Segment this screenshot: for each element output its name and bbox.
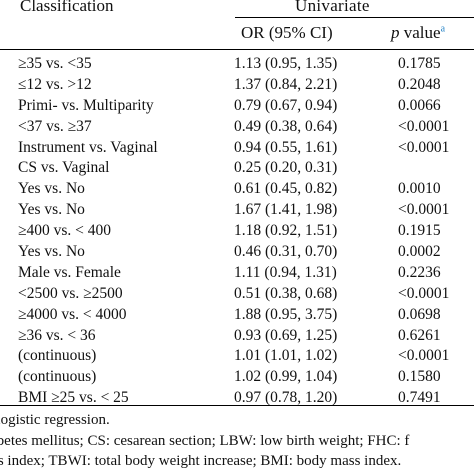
table-row: (continuous) 1.02 (0.99, 1.04) 0.1580 — [0, 365, 474, 386]
p-value-cell: <0.0001 — [398, 138, 450, 156]
table-row: Yes vs. No 0.61 (0.45, 0.82) 0.0010 — [0, 177, 474, 198]
p-value-cell: <0.0001 — [398, 347, 450, 365]
or-ci-cell: 1.37 (0.84, 2.21) — [234, 75, 338, 93]
p-value-text: value — [399, 23, 441, 42]
classification-cell: ≥4000 vs. < 4000 — [18, 305, 127, 323]
or-ci-cell: 0.25 (0.20, 0.31) — [234, 159, 338, 177]
classification-cell: Yes vs. No — [18, 180, 85, 198]
table-row: <37 vs. ≥37 0.49 (0.38, 0.64) <0.0001 — [0, 115, 474, 136]
p-value-cell: 0.1915 — [398, 222, 441, 240]
or-ci-cell: 1.13 (0.95, 1.35) — [234, 55, 338, 72]
or-ci-cell: 1.11 (0.94, 1.31) — [234, 263, 337, 281]
p-value-cell: 0.1580 — [398, 368, 441, 386]
table-row: ≥4000 vs. < 4000 1.88 (0.95, 3.75) 0.0698 — [0, 303, 474, 324]
p-value-cell: 0.0066 — [398, 96, 441, 114]
footnote-line-3: ss index; TBWI: total body weight increa… — [0, 453, 402, 469]
or-ci-cell: 1.18 (0.92, 1.51) — [234, 222, 338, 240]
classification-header: Classification — [20, 0, 114, 15]
p-value-footnote-mark: a — [440, 23, 446, 35]
classification-cell: ≥36 vs. < 36 — [18, 326, 96, 344]
or-ci-cell: 0.97 (0.78, 1.20) — [234, 389, 338, 407]
classification-cell: Male vs. Female — [18, 263, 121, 281]
p-value-cell: 0.2048 — [398, 75, 441, 93]
footnote-line-2: abetes mellitus; CS: cesarean section; L… — [0, 433, 410, 449]
p-value-cell: <0.0001 — [398, 284, 450, 302]
table-row: (continuous) 1.01 (1.01, 1.02) <0.0001 — [0, 344, 474, 365]
classification-cell: (continuous) — [18, 347, 97, 365]
table-row: Primi- vs. Multiparity 0.79 (0.67, 0.94) 0… — [0, 94, 474, 115]
classification-cell: (continuous) — [18, 368, 97, 386]
or-ci-cell: 0.61 (0.45, 0.82) — [234, 180, 338, 198]
table-row: Yes vs. No 1.67 (1.41, 1.98) <0.0001 — [0, 198, 474, 219]
classification-cell: Primi- vs. Multiparity — [18, 96, 154, 114]
classification-cell: <2500 vs. ≥2500 — [18, 284, 123, 302]
table-row: <2500 vs. ≥2500 0.51 (0.38, 0.68) <0.0001 — [0, 282, 474, 303]
table-header: Classification Univariate OR (95% CI) p … — [0, 0, 474, 52]
or-ci-cell: 0.93 (0.69, 1.25) — [234, 326, 338, 344]
classification-cell: ≥35 vs. <35 — [18, 55, 92, 72]
classification-cell: Yes vs. No — [18, 201, 85, 219]
table-row: Instrument vs. Vaginal 0.94 (0.55, 1.61) <… — [0, 136, 474, 157]
p-value-cell: <0.0001 — [398, 201, 450, 219]
p-value-italic: p — [391, 23, 400, 42]
p-value-cell: 0.6261 — [398, 326, 441, 344]
or-ci-cell: 0.79 (0.67, 0.94) — [234, 96, 338, 114]
classification-cell: BMI ≥25 vs. < 25 — [18, 389, 129, 407]
univariate-header: Univariate — [295, 0, 370, 15]
header-bottom-rule — [0, 49, 474, 50]
header-top-rule — [235, 17, 474, 18]
or-ci-cell: 0.51 (0.38, 0.68) — [234, 284, 338, 302]
or-ci-cell: 0.49 (0.38, 0.64) — [234, 117, 338, 135]
p-value-cell: 0.2236 — [398, 263, 441, 281]
p-value-cell: 0.1785 — [398, 55, 441, 72]
classification-cell: CS vs. Vaginal — [18, 159, 110, 177]
p-value-cell: 0.7491 — [398, 389, 441, 407]
p-value-cell: <0.0001 — [398, 117, 450, 135]
table-row: BMI ≥25 vs. < 25 0.97 (0.78, 1.20) 0.7491 — [0, 386, 474, 407]
or-ci-header: OR (95% CI) — [241, 23, 333, 42]
table-row: CS vs. Vaginal 0.25 (0.20, 0.31) — [0, 156, 474, 177]
table-row: ≥35 vs. <35 1.13 (0.95, 1.35) 0.1785 — [0, 52, 474, 73]
table-row: ≤12 vs. >12 1.37 (0.84, 2.21) 0.2048 — [0, 73, 474, 94]
classification-cell: <37 vs. ≥37 — [18, 117, 92, 135]
classification-cell: Yes vs. No — [18, 243, 85, 261]
footnote-line-1: e logistic regression. — [0, 412, 110, 428]
p-value-cell: 0.0002 — [398, 243, 441, 261]
table-row: ≥36 vs. < 36 0.93 (0.69, 1.25) 0.6261 — [0, 324, 474, 345]
table-body: ≥35 vs. <35 1.13 (0.95, 1.35) 0.1785 ≤12 vs… — [0, 52, 474, 407]
or-ci-cell: 1.67 (1.41, 1.98) — [234, 201, 338, 219]
classification-cell: Instrument vs. Vaginal — [18, 138, 158, 156]
p-value-cell: 0.0698 — [398, 305, 441, 323]
p-value-cell: 0.0010 — [398, 180, 441, 198]
or-ci-cell: 1.01 (1.01, 1.02) — [234, 347, 338, 365]
p-value-header: p valuea — [391, 23, 445, 43]
table-row: Yes vs. No 0.46 (0.31, 0.70) 0.0002 — [0, 240, 474, 261]
or-ci-cell: 1.88 (0.95, 3.75) — [234, 305, 338, 323]
table-row: Male vs. Female 1.11 (0.94, 1.31) 0.2236 — [0, 261, 474, 282]
or-ci-cell: 0.46 (0.31, 0.70) — [234, 243, 338, 261]
table-bottom-rule — [0, 405, 474, 406]
or-ci-cell: 0.94 (0.55, 1.61) — [234, 138, 338, 156]
or-ci-cell: 1.02 (0.99, 1.04) — [234, 368, 338, 386]
classification-cell: ≤12 vs. >12 — [18, 75, 92, 93]
table-row: ≥400 vs. < 400 1.18 (0.92, 1.51) 0.1915 — [0, 219, 474, 240]
classification-cell: ≥400 vs. < 400 — [18, 222, 112, 240]
